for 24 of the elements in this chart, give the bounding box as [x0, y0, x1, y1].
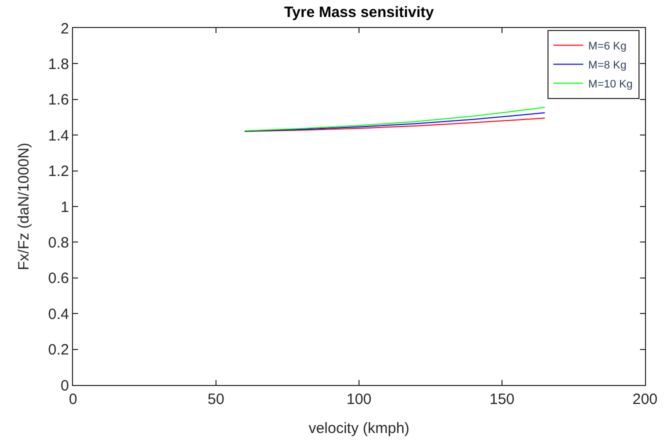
line-series	[244, 106, 546, 132]
y-tick-label: 0	[60, 377, 69, 394]
y-tick-label: 1.2	[48, 163, 69, 180]
y-tick-label: 1.6	[48, 92, 69, 109]
x-tick-label: 150	[489, 391, 515, 408]
y-tick-label: 1	[60, 198, 69, 216]
x-tick-label: 100	[346, 391, 372, 408]
y-tick-label: 1.8	[48, 56, 69, 73]
y-tick-label: 0.4	[48, 306, 69, 323]
chart-title: Tyre Mass sensitivity	[284, 4, 435, 22]
x-tick-label: 200	[632, 391, 658, 408]
y-tick-label: 0.8	[48, 234, 69, 252]
y-tick-label: 0.2	[48, 342, 69, 359]
x-tick-label: 50	[208, 391, 224, 408]
line-series	[244, 118, 546, 132]
legend-label: M=10 Kg	[588, 78, 633, 91]
legend-label: M=6 Kg	[588, 40, 626, 53]
y-tick-label: 0.6	[48, 270, 69, 288]
y-tick-label: 2	[60, 20, 69, 38]
y-axis-title: Fx/Fz (daN/1000N)	[15, 142, 32, 270]
y-tick-label: 1.4	[48, 127, 69, 144]
legend-label: M=8 Kg	[588, 60, 626, 72]
x-axis-title: velocity (kmph)	[308, 420, 410, 437]
line-series	[244, 112, 546, 132]
